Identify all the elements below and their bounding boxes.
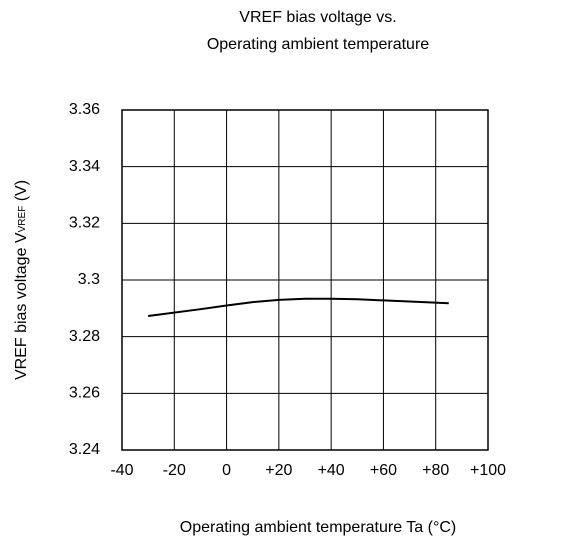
y-tick-label: 3.24 <box>69 441 100 458</box>
x-tick-label: -40 <box>110 462 133 479</box>
x-axis-label: Operating ambient temperature Ta (°C) <box>180 519 456 536</box>
chart-title: Operating ambient temperature <box>207 36 429 53</box>
y-label-subscript: VREF <box>17 206 28 233</box>
x-tick-label: -20 <box>163 462 186 479</box>
y-label-suffix: (V) <box>13 180 30 206</box>
x-tick-label: +80 <box>422 462 449 479</box>
y-label-text: VREF bias voltage V <box>13 232 30 380</box>
y-tick-label: 3.34 <box>69 158 100 175</box>
y-axis-label: VREF bias voltage VVREF (V) <box>13 180 30 380</box>
y-tick-label: 3.32 <box>69 215 100 232</box>
x-tick-label: +60 <box>370 462 397 479</box>
chart-title: VREF bias voltage vs. <box>239 9 396 26</box>
x-tick-label: +20 <box>265 462 292 479</box>
x-tick-label: +40 <box>318 462 345 479</box>
x-tick-label: 0 <box>222 462 231 479</box>
plot-frame <box>121 109 489 451</box>
y-tick-label: 3.26 <box>69 385 100 402</box>
y-tick-label: 3.28 <box>69 328 100 345</box>
x-tick-label: +100 <box>470 462 506 479</box>
data-line <box>148 297 449 317</box>
y-tick-label: 3.3 <box>78 271 100 288</box>
y-tick-label: 3.36 <box>69 101 100 118</box>
